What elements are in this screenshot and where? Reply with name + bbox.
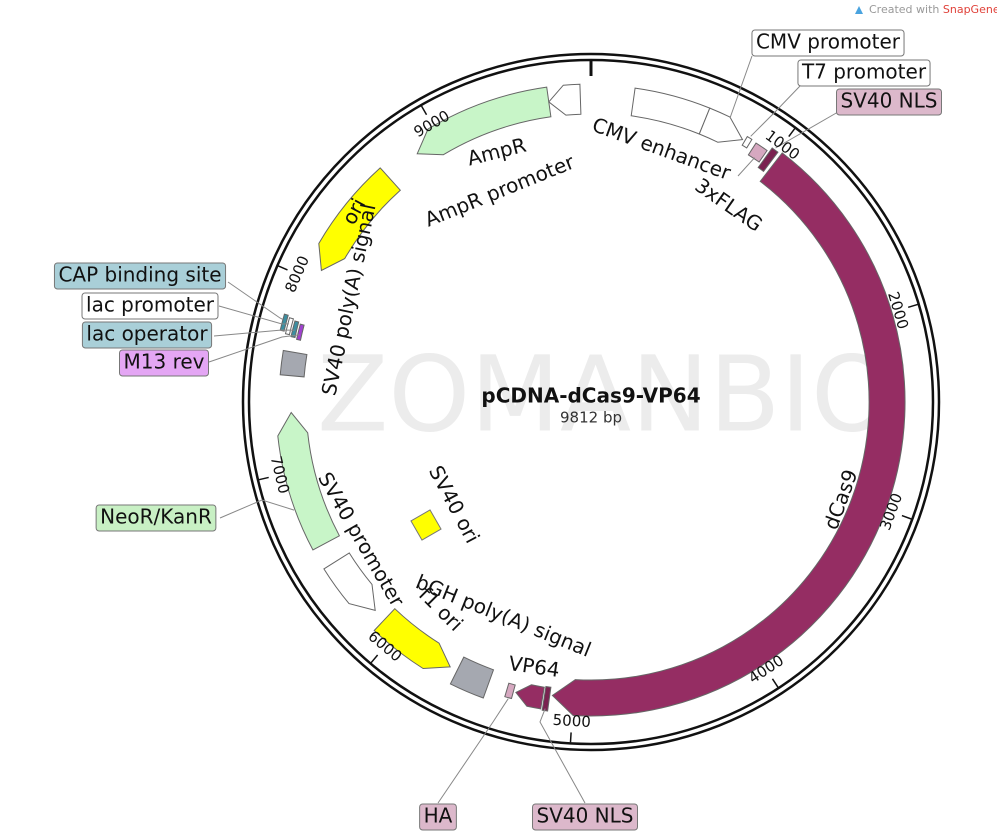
tick-label: 5000	[552, 711, 591, 731]
branding-text: Created with SnapGene®	[869, 3, 997, 16]
tick-mark	[788, 128, 796, 138]
boxed-feature-label: SV40 NLS	[841, 89, 938, 113]
ha	[504, 682, 516, 700]
cmv-promoter	[698, 107, 744, 143]
vp64	[515, 684, 545, 710]
boxed-feature-label: M13 rev	[124, 350, 205, 374]
cmv-enhancer	[630, 87, 711, 135]
m13-rev	[296, 323, 305, 341]
leader-line	[737, 157, 755, 177]
backbone-outer	[241, 52, 941, 752]
watermark: ZOMANBIO	[317, 333, 893, 455]
neor-kanr	[277, 411, 341, 551]
boxed-feature-label: CAP binding site	[58, 263, 221, 287]
feature-label: SV40 ori	[424, 461, 485, 547]
branding-brand: SnapGene	[943, 3, 997, 16]
leader-line	[227, 281, 284, 320]
boxed-feature-label: NeoR/KanR	[100, 505, 212, 529]
tick-mark	[901, 514, 912, 520]
label-box	[53, 262, 227, 290]
t7-promoter	[741, 135, 753, 149]
dcas9	[551, 152, 906, 717]
leader-line	[750, 85, 801, 137]
label-box	[81, 292, 219, 320]
label-box	[532, 803, 638, 831]
leader-line	[539, 708, 586, 804]
bgh-polya	[449, 656, 495, 699]
tick-mark	[370, 654, 379, 664]
map-length: 9812 bp	[560, 409, 622, 427]
sv40-nls	[757, 147, 779, 173]
f1-ori	[373, 607, 451, 670]
boxed-feature-label: T7 promoter	[801, 60, 927, 84]
leader-line	[437, 698, 509, 804]
tick-mark	[771, 678, 779, 688]
label-box	[836, 88, 942, 116]
leader-line	[218, 305, 289, 325]
boxed-feature-label: lac operator	[86, 322, 208, 346]
lac-operator	[290, 320, 300, 339]
leader-line	[219, 499, 295, 519]
3xflag	[747, 142, 768, 163]
label-box	[751, 29, 905, 57]
label-box	[119, 349, 209, 377]
leader-line	[208, 334, 300, 363]
sv40-nls	[541, 685, 552, 712]
label-box	[81, 321, 213, 349]
label-box	[797, 59, 931, 87]
map-title: pCDNA-dCas9-VP64	[481, 384, 700, 408]
leader-line	[775, 111, 839, 149]
boxed-feature-label: lac promoter	[86, 293, 215, 317]
boxed-feature-label: SV40 NLS	[537, 804, 634, 828]
leader-line	[213, 329, 295, 337]
sv40-promoter	[323, 552, 376, 612]
sv40-ori-feature	[410, 509, 442, 541]
sv40-polya	[279, 349, 308, 378]
brand-icon	[855, 6, 863, 14]
tick-mark	[278, 265, 288, 271]
tick-mark	[907, 303, 918, 309]
features	[208, 55, 918, 804]
tick-mark	[569, 732, 572, 743]
tick-label: 8000	[281, 253, 313, 295]
feature-label: 3xFLAG	[691, 173, 767, 237]
tick-mark	[258, 476, 269, 481]
ori	[318, 167, 402, 272]
branding-prefix: Created with	[869, 3, 939, 16]
branding: Created with SnapGene®	[855, 3, 997, 16]
boxed-feature-label: HA	[424, 804, 453, 828]
feature-label: VP64	[507, 651, 561, 682]
tick-mark	[420, 105, 428, 116]
boxed-feature-label: CMV promoter	[756, 30, 901, 54]
ampr-promoter	[548, 83, 582, 116]
label-box	[95, 504, 217, 532]
leader-line	[729, 55, 753, 119]
label-box	[419, 803, 457, 831]
